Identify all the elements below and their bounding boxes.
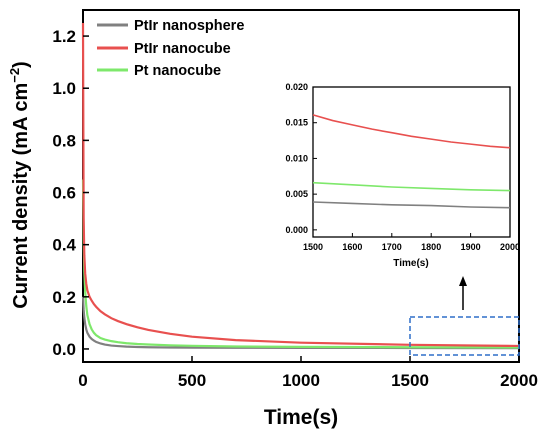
inset-y-tick-label: 0.000 <box>285 225 308 235</box>
legend-entry-pt-nanocube: Pt nanocube <box>97 63 221 79</box>
y-axis-title-main: Current density (mA cm <box>10 83 32 309</box>
legend-label-ptir-nanosphere: PtIr nanosphere <box>134 18 244 34</box>
inset-series-line-pt-nanocube <box>312 181 511 192</box>
inset-x-tick-label: 2000 <box>500 242 520 252</box>
inset-x-tick-label: 1700 <box>382 242 402 252</box>
y-tick-label: 0.0 <box>52 340 76 359</box>
inset-x-tick-label: 1900 <box>461 242 481 252</box>
main-y-axis-ticks: 0.0 0.2 0.4 0.6 0.8 1.0 1.2 <box>52 27 89 359</box>
x-tick-label: 2000 <box>500 371 538 390</box>
y-tick-label: 0.2 <box>52 288 76 307</box>
inset-series-line-ptir-nanosphere <box>312 201 511 209</box>
y-axis-title: Current density (mA cm−2) <box>7 61 32 308</box>
legend-label-pt-nanocube: Pt nanocube <box>134 63 221 79</box>
inset-x-axis-ticks: 1500 1600 1700 1800 1900 2000 <box>303 233 520 252</box>
zoom-arrow-icon <box>459 276 467 310</box>
inset-y-tick-label: 0.010 <box>285 153 308 163</box>
y-tick-label: 0.4 <box>52 236 76 255</box>
inset-x-tick-label: 1600 <box>342 242 362 252</box>
inset-y-axis-ticks: 0.000 0.005 0.010 0.015 0.020 <box>285 82 317 235</box>
x-tick-label: 0 <box>78 371 87 390</box>
main-x-axis-ticks: 0 500 1000 1500 2000 <box>78 356 538 390</box>
series-line-pt-nanocube <box>81 179 520 349</box>
legend: PtIr nanosphere PtIr nanocube Pt nanocub… <box>97 18 244 79</box>
inset-x-tick-label: 1800 <box>421 242 441 252</box>
zoom-region-box <box>409 316 520 356</box>
inset-plot: 1500 1600 1700 1800 1900 2000 0.000 0.005 0.010… <box>285 82 520 269</box>
inset-x-axis-title: Time(s) <box>393 258 428 269</box>
x-tick-label: 1500 <box>391 371 429 390</box>
y-axis-title-exponent: −2 <box>7 68 22 83</box>
y-axis-title-close: ) <box>10 61 32 68</box>
main-plot-curves <box>81 23 520 350</box>
y-tick-label: 0.8 <box>52 131 76 150</box>
series-line-ptir-nanosphere <box>81 296 520 350</box>
y-tick-label: 1.2 <box>52 27 76 46</box>
inset-plot-frame <box>312 86 511 238</box>
y-tick-label: 1.0 <box>52 79 76 98</box>
inset-plot-curves <box>312 114 511 209</box>
x-tick-label: 1000 <box>282 371 320 390</box>
inset-background <box>313 87 510 237</box>
inset-x-tick-label: 1500 <box>303 242 323 252</box>
main-plot: 0 500 1000 1500 2000 0.0 0.2 0.4 0.6 0.8 1.0 1.2 T… <box>7 9 538 429</box>
x-axis-title: Time(s) <box>264 406 338 429</box>
inset-y-tick-label: 0.015 <box>285 118 308 128</box>
inset-series-line-ptir-nanocube <box>312 114 511 149</box>
inset-y-tick-label: 0.005 <box>285 189 308 199</box>
y-tick-label: 0.6 <box>52 184 76 203</box>
legend-entry-ptir-nanosphere: PtIr nanosphere <box>97 18 244 34</box>
legend-entry-ptir-nanocube: PtIr nanocube <box>97 41 231 57</box>
inset-y-tick-label: 0.020 <box>285 82 308 92</box>
x-tick-label: 500 <box>178 371 206 390</box>
series-line-ptir-nanocube <box>81 23 520 348</box>
legend-label-ptir-nanocube: PtIr nanocube <box>134 41 231 57</box>
